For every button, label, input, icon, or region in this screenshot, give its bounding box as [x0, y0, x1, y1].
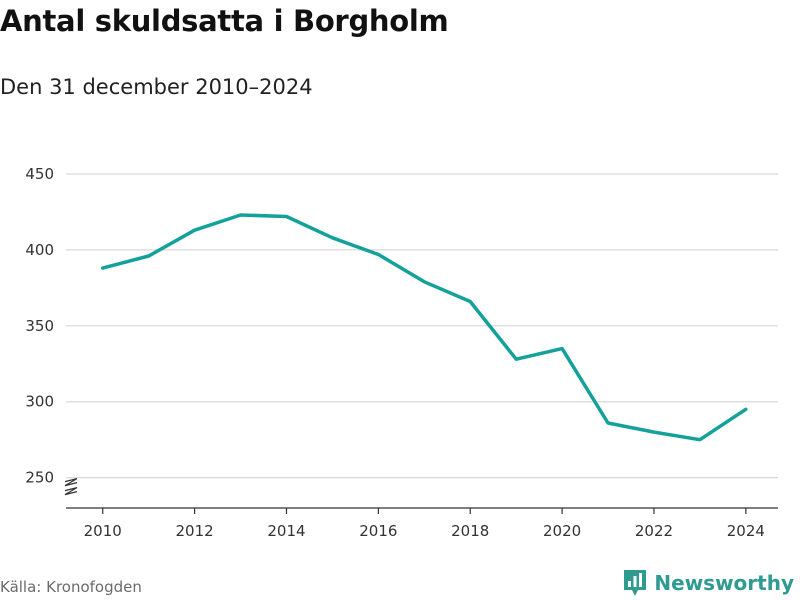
x-tick-label: 2020 — [543, 522, 581, 540]
x-tick-label: 2010 — [84, 522, 122, 540]
series-line — [100, 213, 748, 442]
source-note: Källa: Kronofogden — [0, 578, 142, 596]
y-tick-label: 250 — [25, 469, 54, 487]
grid-lines — [66, 173, 778, 479]
data-point — [514, 357, 518, 361]
data-point — [744, 407, 748, 411]
data-point — [193, 228, 197, 232]
y-tick-label: 400 — [25, 241, 54, 259]
data-point — [468, 300, 472, 304]
x-tick-label: 2018 — [451, 522, 489, 540]
data-point — [376, 252, 380, 256]
x-tick-label: 2024 — [727, 522, 765, 540]
brand-logo[interactable]: Newsworthy — [622, 568, 794, 598]
x-axis-labels: 2010 2012 2014 2016 2018 2020 2022 2024 — [84, 522, 765, 540]
data-point — [101, 266, 105, 270]
brand-name: Newsworthy — [654, 571, 794, 595]
data-point — [652, 430, 656, 434]
y-tick-label: 350 — [25, 317, 54, 335]
data-point — [698, 438, 702, 442]
data-point — [606, 421, 610, 425]
axis-break-icon — [64, 478, 78, 496]
data-point — [239, 213, 243, 217]
chart-title: Antal skuldsatta i Borgholm — [0, 4, 449, 38]
y-tick-label: 300 — [25, 393, 54, 411]
y-tick-label: 450 — [25, 165, 54, 183]
data-point — [560, 347, 564, 351]
chart-subtitle: Den 31 december 2010–2024 — [0, 75, 313, 99]
x-tick-label: 2014 — [267, 522, 305, 540]
data-point — [330, 236, 334, 240]
data-point — [422, 280, 426, 284]
x-tick-label: 2016 — [359, 522, 397, 540]
data-point — [147, 254, 151, 258]
x-tick-label: 2022 — [635, 522, 673, 540]
x-axis — [64, 478, 778, 514]
x-tick-label: 2012 — [176, 522, 214, 540]
data-point — [284, 215, 288, 219]
y-axis-labels: 250 300 350 400 450 — [25, 165, 54, 487]
bar-chart-logo-icon — [624, 570, 647, 596]
series-layer — [100, 213, 748, 442]
